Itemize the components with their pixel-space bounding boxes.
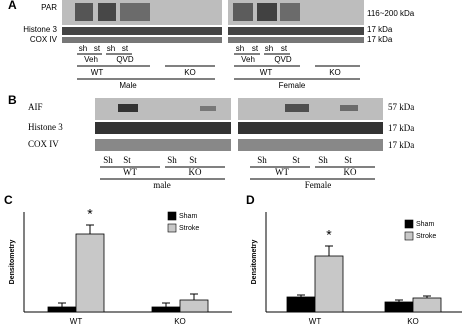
lane-label: st [281,44,288,53]
row-label: PAR [41,3,57,12]
lane-label: Sh [257,155,267,165]
lane-label: St [189,155,197,165]
blot [228,27,364,35]
band [200,106,216,111]
legend-swatch [167,211,177,221]
lane-label: sh [107,44,115,53]
lane-label: Sh [103,155,113,165]
band [98,3,116,21]
lane-label: st [94,44,101,53]
sex-label: male [153,180,171,190]
blot [228,37,364,43]
bar [384,301,414,313]
band [75,3,93,21]
size-label: 17 kDa [388,140,414,150]
lane-label: St [292,155,300,165]
lane-label: sh [236,44,244,53]
genotype-label: KO [189,167,202,177]
bar [47,306,77,313]
blot-b [95,98,383,151]
row-label: AIF [28,102,43,112]
x-tick-label: KO [174,317,186,326]
lane-label: Sh [318,155,328,165]
treatment-label: Veh [84,55,98,64]
treatment-label: QVD [274,55,292,64]
legend-swatch [167,223,177,233]
legend-label: Sham [416,221,434,228]
blot [238,139,383,151]
size-label: 116~200 kDa [367,9,415,18]
size-label: 17 kDa [367,35,393,44]
genotype-label: KO [184,68,196,77]
x-tick-label: KO [407,317,419,326]
lane-label: Sh [167,155,177,165]
lane-label: st [252,44,259,53]
lane-label: sh [265,44,273,53]
lane-label: St [123,155,131,165]
lane-label: St [344,155,352,165]
size-label: 57 kDa [388,102,414,112]
genotype-label: WT [123,167,137,177]
x-tick-label: WT [309,317,322,326]
lane-label: sh [79,44,87,53]
blot-a [62,0,364,43]
blot [62,27,222,35]
panel-label: B [8,93,17,107]
band [233,3,253,21]
band [280,3,300,21]
band [118,104,138,112]
genotype-label: WT [91,68,104,77]
blot [95,98,231,120]
treatment-label: QVD [116,55,134,64]
legend-swatch [404,219,414,229]
panel-label: C [4,193,13,207]
annotation: * [326,227,332,243]
y-axis-label: Densitometry [9,240,16,285]
x-tick-label: WT [70,317,83,326]
legend-label: Stroke [416,233,436,240]
lane-labels-a: sh st sh st Veh QVD WT KO Male sh st sh … [77,44,360,90]
genotype-label: KO [344,167,357,177]
sex-label: Male [119,81,137,90]
legend-label: Stroke [179,225,199,232]
lane-label: st [122,44,129,53]
bar [75,233,105,313]
band [257,3,277,21]
row-label: Histone 3 [28,122,63,132]
row-label: COX IV [28,139,59,149]
band [120,3,150,21]
bar [151,306,181,313]
lane-labels-b: Sh St Sh St WT KO male Sh St Sh St WT KO… [100,155,375,190]
annotation: * [87,206,93,222]
genotype-label: WT [260,68,273,77]
blot [95,122,231,134]
band [285,104,309,112]
row-label: Histone 3 [23,25,57,34]
band [340,105,358,111]
bar [286,296,316,313]
genotype-label: WT [275,167,289,177]
bar [179,299,209,313]
treatment-label: Veh [241,55,255,64]
size-label: 17 kDa [367,25,393,34]
blot [238,122,383,134]
blot [238,98,383,120]
size-label: 17 kDa [388,123,414,133]
bar [412,297,442,313]
blot [62,37,222,43]
legend-swatch [404,231,414,241]
bar [314,255,344,313]
sex-label: Female [305,180,332,190]
genotype-label: KO [329,68,341,77]
blot [95,139,231,151]
panel-label: D [246,193,255,207]
y-axis-label: Densitometry [251,240,258,285]
row-label: COX IV [30,35,58,44]
panel-label: A [8,0,17,12]
sex-label: Female [279,81,306,90]
legend-label: Sham [179,213,197,220]
